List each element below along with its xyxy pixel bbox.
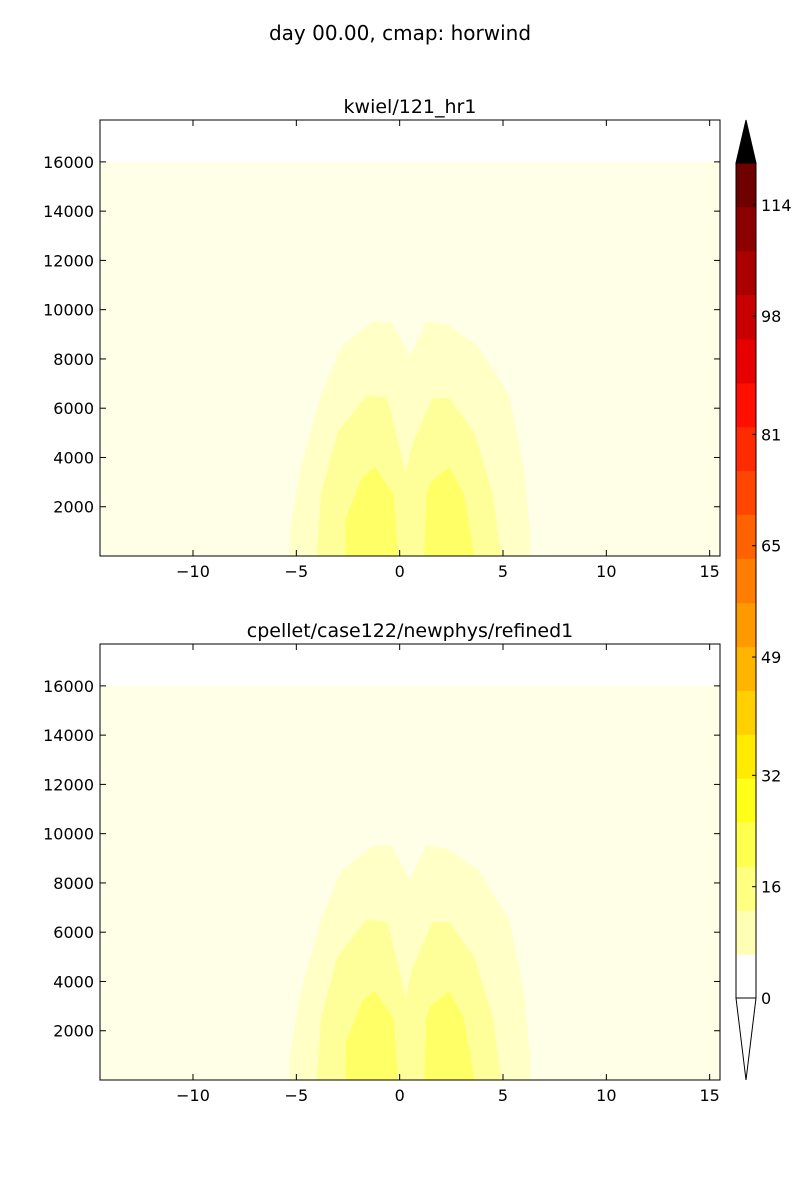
y-tick-label: 14000 [43,202,94,221]
colorbar-segment [736,426,756,472]
x-tick-label: 10 [596,562,616,581]
colorbar-segment [736,514,756,559]
colorbar-segment [736,910,756,955]
colorbar-segment [736,646,756,691]
colorbar-segment [736,382,756,428]
colorbar-tick-label: 98 [761,307,781,326]
colorbar-tick-label: 16 [761,878,781,897]
colorbar-segment [736,470,756,515]
colorbar-over-extension [735,119,757,164]
x-tick-label: 5 [498,562,508,581]
x-tick-label: −10 [176,1086,210,1105]
colorbar-tick-label: 49 [761,648,781,667]
colorbar-segment [736,206,756,252]
y-tick-label: 6000 [53,399,94,418]
contour-panels: −10 −5 0 5 10 15 2000 4000 6000 8000 10000 12000 140… [43,96,721,1105]
colorbar-segment [736,866,756,911]
y-tick-label: 14000 [43,726,94,745]
colorbar-segment [736,250,756,296]
colorbar-tick-label: 0 [761,989,771,1008]
y-tick-label: 8000 [53,874,94,893]
colorbar-segment [736,954,756,999]
x-tick-label: 0 [395,1086,405,1105]
y-tick-label: 6000 [53,923,94,942]
y-tick-label: 8000 [53,350,94,369]
y-tick-label: 2000 [53,1022,94,1041]
x-tick-label: 15 [699,1086,719,1105]
y-tick-label: 2000 [53,498,94,517]
x-tick-label: 15 [699,562,719,581]
y-tick-label: 10000 [43,301,94,320]
y-tick-label: 12000 [43,775,94,794]
colorbar-segment [736,339,756,384]
axes-frame [99,643,721,1081]
panel-title: kwiel/121_hr1 [344,96,477,118]
x-tick-label: −10 [176,562,210,581]
colorbar-segment [736,690,756,735]
colorbar-frame [735,162,757,999]
colorbar-tick-label: 81 [761,425,781,444]
contour-panel: −10 −5 0 5 10 15 2000 4000 6000 8000 10000 12000 140… [43,96,721,581]
colorbar-segment [736,163,756,208]
y-tick-label: 12000 [43,251,94,270]
colorbar-segment [736,602,756,648]
colorbar-segment [736,778,756,823]
y-tick-label: 10000 [43,825,94,844]
colorbar: 0 16 32 49 65 81 98 114 [735,119,792,1081]
x-tick-label: −5 [285,562,309,581]
panel-title: cpellet/case122/newphys/refined1 [247,620,574,642]
x-tick-label: 0 [395,562,405,581]
colorbar-segment [736,821,756,867]
colorbar-under-extension [735,997,757,1081]
colorbar-tick-label: 32 [761,766,781,785]
contour-panel: −10 −5 0 5 10 15 2000 4000 6000 8000 10000 12000 140… [43,620,721,1105]
y-tick-label: 4000 [53,972,94,991]
colorbar-tick-label: 65 [761,537,781,556]
colorbar-tick-label: 114 [761,196,792,215]
figure-title: day 00.00, cmap: horwind [269,21,531,45]
x-tick-label: −5 [285,1086,309,1105]
y-tick-label: 16000 [43,677,94,696]
colorbar-segment [736,558,756,604]
y-tick-label: 16000 [43,153,94,172]
colorbar-segment [736,294,756,340]
x-tick-label: 5 [498,1086,508,1105]
axes-frame [99,119,721,557]
colorbar-segment [736,734,756,779]
x-tick-label: 10 [596,1086,616,1105]
y-tick-label: 4000 [53,448,94,467]
